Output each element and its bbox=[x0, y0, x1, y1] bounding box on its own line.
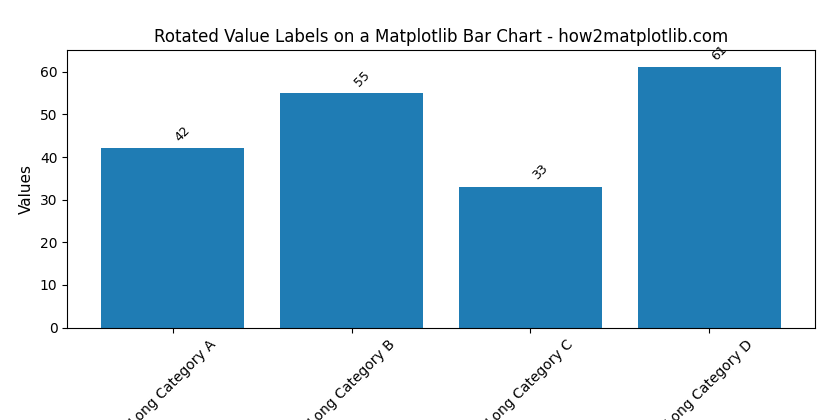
Y-axis label: Values: Values bbox=[19, 164, 34, 214]
Text: 42: 42 bbox=[173, 124, 193, 144]
Text: 55: 55 bbox=[352, 68, 372, 89]
Bar bbox=[280, 93, 423, 328]
Text: 61: 61 bbox=[709, 43, 730, 63]
Text: 33: 33 bbox=[530, 162, 551, 183]
Bar bbox=[638, 68, 781, 328]
Bar bbox=[101, 149, 244, 328]
Bar bbox=[459, 187, 602, 328]
Title: Rotated Value Labels on a Matplotlib Bar Chart - how2matplotlib.com: Rotated Value Labels on a Matplotlib Bar… bbox=[154, 28, 728, 46]
